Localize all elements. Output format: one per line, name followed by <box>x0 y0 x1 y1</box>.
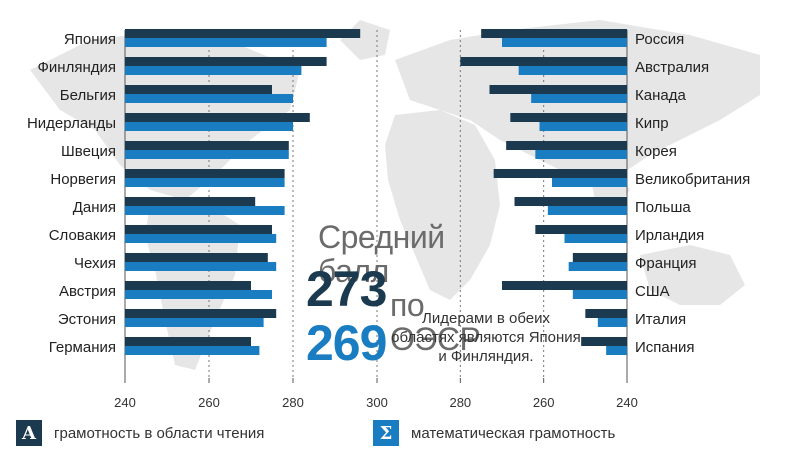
left-math-bar <box>125 262 277 271</box>
left-reading-bar <box>125 309 277 318</box>
legend-reading: A грамотность в области чтения <box>16 420 264 446</box>
left-country-label: Швеция <box>61 143 116 160</box>
right-reading-bar <box>481 29 627 38</box>
right-country-label: Канада <box>635 87 686 104</box>
left-reading-bar <box>125 253 268 262</box>
left-reading-bar <box>125 141 289 150</box>
left-country-label: Финляндия <box>38 59 116 76</box>
oecd-average-title: Средний балл по ОЭСР <box>318 220 508 356</box>
right-tick-label: 280 <box>449 395 471 410</box>
left-reading-bar <box>125 113 310 122</box>
left-reading-bar <box>125 29 361 38</box>
right-country-label: Испания <box>635 339 695 356</box>
right-reading-bar <box>510 113 627 122</box>
right-reading-bar <box>460 57 627 66</box>
right-country-label: Франция <box>635 255 696 272</box>
right-math-bar <box>552 178 627 187</box>
oecd-title-line2: по ОЭСР <box>390 287 481 357</box>
oecd-title-line1: Средний балл <box>318 219 445 289</box>
left-reading-bar <box>125 197 256 206</box>
left-tick-label: 300 <box>366 395 388 410</box>
right-reading-bar <box>493 169 627 178</box>
right-math-bar <box>502 38 627 47</box>
right-math-bar <box>531 94 627 103</box>
right-math-bar <box>535 150 627 159</box>
right-math-bar <box>572 290 627 299</box>
left-math-bar <box>125 206 285 215</box>
right-country-label: Корея <box>635 143 677 160</box>
right-reading-bar <box>489 85 627 94</box>
left-country-label: Нидерланды <box>27 115 116 132</box>
sigma-icon: Σ <box>373 420 399 446</box>
world-map-shape <box>640 245 745 305</box>
right-math-bar <box>518 66 627 75</box>
leaders-note: Лидерами в обеих областях являются Япони… <box>391 310 581 365</box>
right-math-bar <box>564 234 627 243</box>
left-country-label: Чехия <box>74 255 116 272</box>
legend-math: Σ математическая грамотность <box>373 420 615 446</box>
left-math-bar <box>125 38 327 47</box>
world-map-shape <box>385 110 500 300</box>
right-math-bar <box>568 262 627 271</box>
right-reading-bar <box>502 281 627 290</box>
legend-reading-label: грамотность в области чтения <box>54 424 265 442</box>
left-country-label: Дания <box>73 199 116 216</box>
right-reading-bar <box>506 141 627 150</box>
left-math-bar <box>125 346 260 355</box>
right-country-label: Россия <box>635 31 684 48</box>
right-country-label: Ирландия <box>635 227 704 244</box>
right-tick-label: 240 <box>616 395 638 410</box>
left-country-label: Австрия <box>59 283 116 300</box>
left-tick-label: 280 <box>282 395 304 410</box>
left-country-label: Германия <box>49 339 116 356</box>
world-map-shape <box>340 20 390 60</box>
left-math-bar <box>125 94 293 103</box>
oecd-average-math: 269 <box>306 315 387 371</box>
reading-icon: A <box>16 420 42 446</box>
right-reading-bar <box>585 309 627 318</box>
left-country-label: Словакия <box>49 227 116 244</box>
left-reading-bar <box>125 337 251 346</box>
left-reading-bar <box>125 169 285 178</box>
right-country-label: Австралия <box>635 59 709 76</box>
left-tick-label: 260 <box>198 395 220 410</box>
right-country-label: Польша <box>635 199 691 216</box>
right-reading-bar <box>572 253 627 262</box>
left-math-bar <box>125 290 272 299</box>
left-math-bar <box>125 66 302 75</box>
left-math-bar <box>125 178 285 187</box>
right-tick-label: 260 <box>533 395 555 410</box>
left-math-bar <box>125 122 293 131</box>
left-math-bar <box>125 150 289 159</box>
right-math-bar <box>606 346 627 355</box>
left-country-label: Япония <box>64 31 116 48</box>
oecd-average-reading: 273 <box>306 261 387 317</box>
left-math-bar <box>125 234 277 243</box>
legend-math-label: математическая грамотность <box>411 424 616 442</box>
right-country-label: Великобритания <box>635 171 750 188</box>
right-country-label: Кипр <box>635 115 669 132</box>
left-math-bar <box>125 318 264 327</box>
right-reading-bar <box>514 197 627 206</box>
left-reading-bar <box>125 85 272 94</box>
right-math-bar <box>539 122 627 131</box>
left-reading-bar <box>125 225 272 234</box>
right-country-label: США <box>635 283 670 300</box>
left-country-label: Эстония <box>58 311 116 328</box>
right-math-bar <box>547 206 627 215</box>
right-math-bar <box>597 318 627 327</box>
left-reading-bar <box>125 57 327 66</box>
left-country-label: Норвегия <box>50 171 116 188</box>
left-reading-bar <box>125 281 251 290</box>
right-country-label: Италия <box>635 311 686 328</box>
right-reading-bar <box>581 337 627 346</box>
left-country-label: Бельгия <box>60 87 116 104</box>
right-reading-bar <box>535 225 627 234</box>
left-tick-label: 240 <box>114 395 136 410</box>
